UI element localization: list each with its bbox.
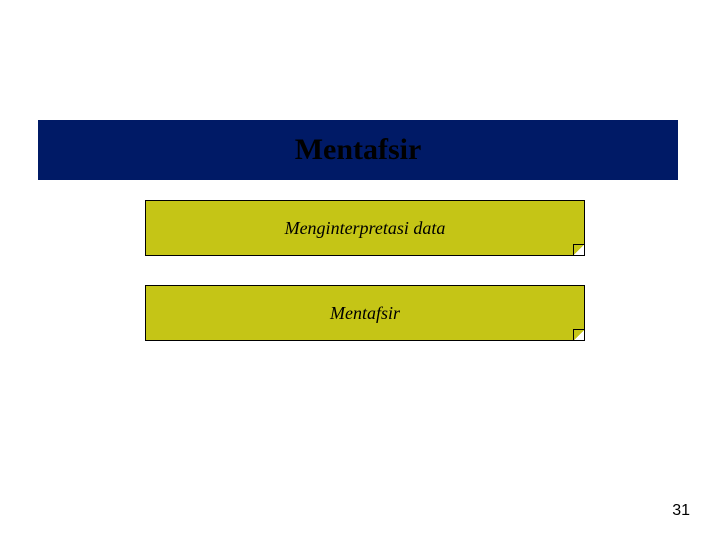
note-box-2: Mentafsir: [145, 285, 585, 341]
note-box-1: Menginterpretasi data: [145, 200, 585, 256]
note-text-1: Menginterpretasi data: [285, 218, 446, 239]
slide: Mentafsir Menginterpretasi data Mentafsi…: [0, 0, 720, 540]
note-text-2: Mentafsir: [330, 303, 400, 324]
title-text: Mentafsir: [295, 133, 422, 167]
title-bar: Mentafsir: [38, 120, 678, 180]
page-number: 31: [672, 502, 690, 520]
